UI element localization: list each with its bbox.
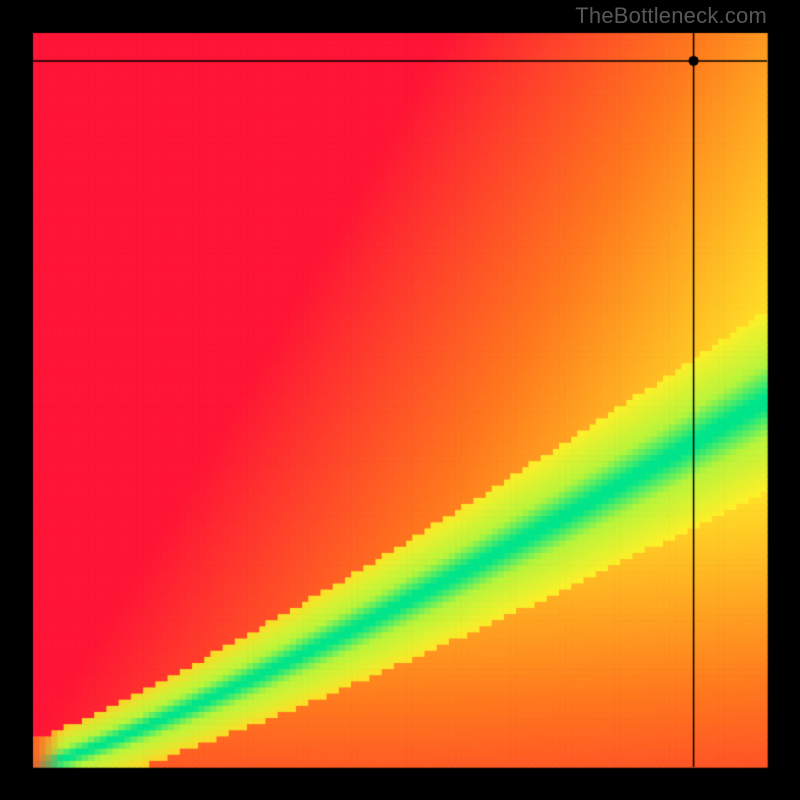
bottleneck-heatmap-canvas (0, 0, 800, 800)
watermark-text: TheBottleneck.com (575, 3, 767, 29)
chart-container: { "canvas": { "width": 800, "height": 80… (0, 0, 800, 800)
